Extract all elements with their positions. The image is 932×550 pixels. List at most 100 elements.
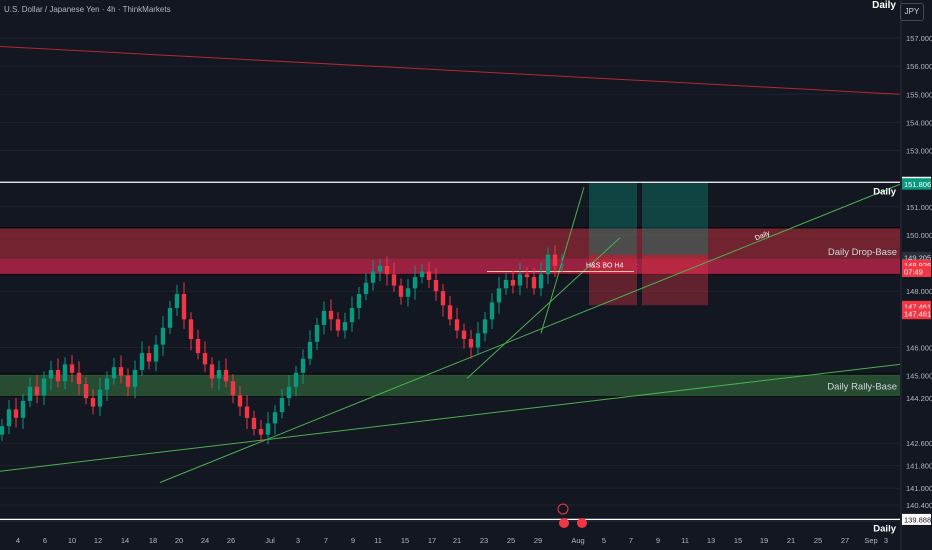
stop-box — [642, 254, 708, 306]
candle-body — [223, 369, 229, 382]
candle-body — [69, 364, 75, 373]
candle-body — [258, 429, 264, 435]
price-badge-label: 151.806 — [904, 180, 931, 189]
candle-body — [454, 319, 460, 331]
candle-body — [559, 265, 565, 267]
candle-body — [272, 412, 278, 424]
chart-grid — [0, 37, 900, 506]
x-tick-label: 18 — [149, 536, 157, 545]
candle-body — [286, 386, 292, 399]
x-tick-label: Jul — [265, 536, 275, 545]
symbol-title: U.S. Dollar / Japanese Yen · 4h · ThinkM… — [4, 5, 171, 14]
candle-body — [111, 367, 117, 379]
y-tick-label: 148.000 — [906, 287, 932, 296]
candle-body — [349, 308, 355, 323]
price-badge-label: 147.461 — [904, 310, 931, 319]
trendline — [0, 45, 901, 95]
x-tick-label: 7 — [324, 536, 328, 545]
target-box — [589, 182, 637, 255]
time-axis[interactable]: 4 6 10 12 14 18 20 24 26 Jul 3 7 9 11 15 17 21 23 25 29 Aug 5… — [0, 503, 901, 545]
candle-body — [314, 324, 320, 342]
candle-body — [356, 294, 362, 309]
x-tick-label: 5 — [602, 536, 606, 545]
zone-inner — [0, 258, 900, 275]
x-tick-label: 11 — [681, 536, 689, 545]
horizontal-levels — [0, 181, 900, 521]
candle-body — [412, 277, 418, 289]
x-tick-label: 9 — [656, 536, 660, 545]
candle-body — [398, 285, 404, 297]
candle-body — [244, 406, 250, 418]
x-tick-label: 25 — [814, 536, 822, 545]
candle-body — [41, 378, 47, 396]
x-tick-label: 26 — [227, 536, 235, 545]
x-tick-label: 19 — [760, 536, 768, 545]
candle-body — [13, 409, 19, 418]
price-badge-label: 149.205 — [904, 253, 931, 262]
candle-body — [160, 327, 166, 345]
candle-body — [531, 277, 537, 289]
x-tick-label: 13 — [707, 536, 715, 545]
x-tick-label: 29 — [534, 536, 542, 545]
candle-body — [538, 274, 544, 289]
candle-body — [524, 274, 530, 278]
x-tick-label: 4 — [16, 536, 20, 545]
zone-rect — [0, 227, 900, 275]
x-tick-label: 15 — [734, 536, 742, 545]
x-tick-label: Aug — [571, 536, 584, 545]
price-badges: 151.872151.820151.806149.205148.932148.9… — [902, 176, 931, 525]
x-tick-label: 3 — [296, 536, 300, 545]
trendline — [159, 183, 901, 483]
x-tick-label: 21 — [453, 536, 461, 545]
candle-body — [461, 330, 467, 340]
candle-body — [545, 254, 551, 275]
x-tick-label: 9 — [351, 536, 355, 545]
candle-body — [20, 400, 26, 418]
candle-body — [405, 288, 411, 297]
candle-body — [300, 358, 306, 373]
x-tick-label: 24 — [201, 536, 209, 545]
candle-body — [335, 319, 341, 331]
price-badge — [902, 308, 931, 320]
y-tick-label: 153.000 — [906, 147, 932, 156]
x-tick-label: 23 — [480, 536, 488, 545]
x-tick-label: 25 — [507, 536, 515, 545]
candle-body — [363, 282, 369, 295]
x-tick-label: 10 — [68, 536, 76, 545]
candle-body — [517, 274, 523, 286]
y-tick-label: 145.000 — [906, 372, 932, 381]
candle-body — [27, 386, 33, 401]
candle-body — [426, 271, 432, 280]
candle-body — [279, 398, 285, 413]
candle-body — [188, 319, 194, 340]
target-box — [642, 182, 708, 255]
candle-body — [447, 305, 453, 320]
candle-body — [167, 308, 173, 328]
price-badge — [902, 300, 931, 312]
y-tick-label: 151.000 — [906, 203, 932, 212]
candle-body — [118, 367, 124, 376]
candle-body — [132, 369, 138, 387]
event-marker — [577, 518, 587, 528]
candle-body — [433, 279, 439, 292]
trendline — [0, 363, 901, 472]
y-tick-label: 155.000 — [906, 90, 932, 99]
x-tick-label: 21 — [787, 536, 795, 545]
y-tick-label: 157.000 — [906, 34, 932, 43]
candle-body — [34, 386, 40, 396]
x-tick-label: Sep — [864, 536, 877, 545]
candle-body — [6, 409, 12, 427]
event-marker — [557, 503, 569, 515]
candle-body — [153, 344, 159, 362]
currency-button[interactable]: JPY — [900, 3, 924, 21]
candle-body — [475, 333, 481, 348]
trendline — [466, 237, 621, 379]
timeframe-label: Daily — [872, 0, 896, 11]
x-tick-label: 20 — [175, 536, 183, 545]
candle-body — [202, 353, 208, 365]
candle-body — [48, 369, 54, 379]
price-badge-label: 148.926 — [904, 261, 931, 270]
candle-body — [293, 372, 299, 387]
candle-body — [370, 271, 376, 283]
